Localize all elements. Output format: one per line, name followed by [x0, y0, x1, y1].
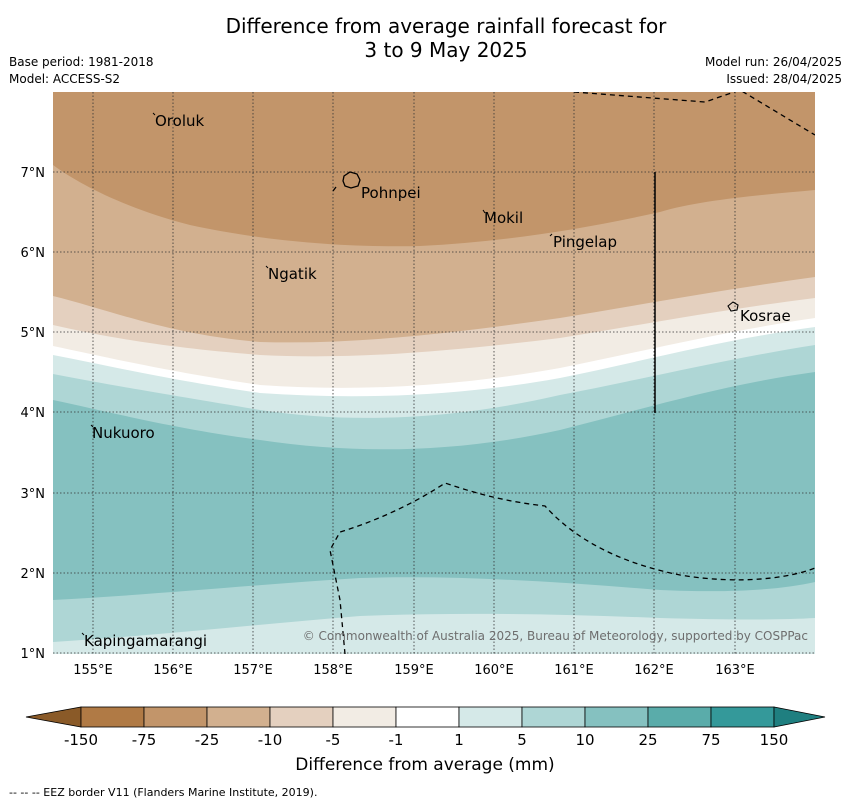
lon-tick-labels: 155°E 156°E 157°E 158°E 159°E 160°E 161°… — [73, 663, 755, 678]
lon-tick-label: 159°E — [394, 663, 434, 678]
graticule — [53, 92, 815, 654]
band-brown-25 — [53, 92, 815, 247]
atoll-markers — [81, 112, 553, 636]
lat-tick-label: 4°N — [21, 406, 46, 421]
colorbar-tick-label: -10 — [258, 731, 283, 749]
colorbar-label: Difference from average (mm) — [295, 755, 555, 775]
colorbar-extend-low — [25, 706, 82, 728]
colorbar-tick-label: 25 — [638, 731, 657, 749]
place-labels: Oroluk Pohnpei Mokil Pingelap Ngatik Kos… — [84, 112, 791, 650]
colorbar-tick-label: 1 — [454, 731, 464, 749]
title-line-2: 3 to 9 May 2025 — [364, 38, 528, 62]
lon-tick-label: 161°E — [554, 663, 594, 678]
base-period: Base period: 1981-2018 — [9, 55, 154, 69]
colorbar-segment — [521, 706, 586, 728]
colorbar-tick-label: 75 — [701, 731, 720, 749]
lat-tick-label: 3°N — [21, 487, 46, 502]
colorbar-segment — [269, 706, 334, 728]
colorbar-segment — [395, 706, 460, 728]
lat-tick-label: 6°N — [21, 246, 46, 261]
lon-tick-label: 162°E — [634, 663, 674, 678]
colorbar-tick-label: 10 — [575, 731, 594, 749]
lat-tick-label: 2°N — [21, 567, 46, 582]
model-name: Model: ACCESS-S2 — [9, 72, 121, 86]
lat-tick-label: 5°N — [21, 326, 46, 341]
lon-tick-label: 163°E — [715, 663, 755, 678]
colorbar-segment — [584, 706, 649, 728]
rainfall-field — [53, 92, 815, 654]
lat-tick-labels: 7°N 6°N 5°N 4°N 3°N 2°N 1°N — [21, 166, 46, 662]
meta-right: Model run: 26/04/2025 Issued: 28/04/2025 — [705, 54, 842, 88]
kosrae-island-outline — [727, 301, 739, 312]
colorbar-segment — [80, 706, 145, 728]
issued-date: Issued: 28/04/2025 — [726, 72, 842, 86]
place-label-nukuoro: Nukuoro — [92, 424, 155, 442]
place-label-oroluk: Oroluk — [155, 112, 204, 130]
colorbar-extend-high — [773, 706, 826, 728]
colorbar-tick-label: -25 — [195, 731, 220, 749]
place-label-pingelap: Pingelap — [553, 233, 617, 251]
place-label-kosrae: Kosrae — [740, 307, 791, 325]
place-label-kapingamarangi: Kapingamarangi — [84, 632, 207, 650]
lat-tick-label: 7°N — [21, 166, 46, 181]
map-title: Difference from average rainfall forecas… — [0, 14, 850, 62]
colorbar-tick-label: -75 — [132, 731, 157, 749]
place-label-pohnpei: Pohnpei — [361, 184, 421, 202]
place-label-ngatik: Ngatik — [268, 265, 317, 283]
eez-footnote: -- -- -- EEZ border V11 (Flanders Marine… — [9, 786, 318, 799]
band-teal-5-lower — [53, 613, 815, 654]
colorbar-segment — [458, 706, 523, 728]
colorbar-tick-label: -150 — [64, 731, 98, 749]
eez-border-top — [573, 92, 815, 136]
lon-tick-label: 158°E — [313, 663, 353, 678]
eez-border-pohnpei — [332, 186, 337, 192]
pohnpei-island-outline — [342, 171, 361, 189]
lat-tick-label: 1°N — [21, 647, 46, 662]
eez-border-south — [329, 482, 815, 654]
lon-tick-label: 156°E — [153, 663, 193, 678]
colorbar-tick-label: 150 — [760, 731, 789, 749]
lon-tick-label: 157°E — [233, 663, 273, 678]
copyright-notice: © Commonwealth of Australia 2025, Bureau… — [303, 629, 808, 643]
colorbar-segment — [647, 706, 712, 728]
colorbar-tick-label: -1 — [389, 731, 404, 749]
title-line-1: Difference from average rainfall forecas… — [225, 14, 667, 38]
model-run: Model run: 26/04/2025 — [704, 55, 842, 69]
place-label-mokil: Mokil — [484, 209, 523, 227]
colorbar-segment — [710, 706, 775, 728]
colorbar: -150 -75 -25 -10 -5 -1 1 5 10 25 75 150 — [25, 706, 826, 749]
colorbar-tick-label: 5 — [517, 731, 527, 749]
eez-borders — [329, 92, 815, 654]
colorbar-segment — [332, 706, 397, 728]
colorbar-segment — [206, 706, 271, 728]
colorbar-tick-label: -5 — [326, 731, 341, 749]
meta-left: Base period: 1981-2018 Model: ACCESS-S2 — [9, 54, 154, 88]
lon-tick-label: 155°E — [73, 663, 113, 678]
colorbar-segment — [143, 706, 208, 728]
lon-tick-label: 160°E — [474, 663, 514, 678]
